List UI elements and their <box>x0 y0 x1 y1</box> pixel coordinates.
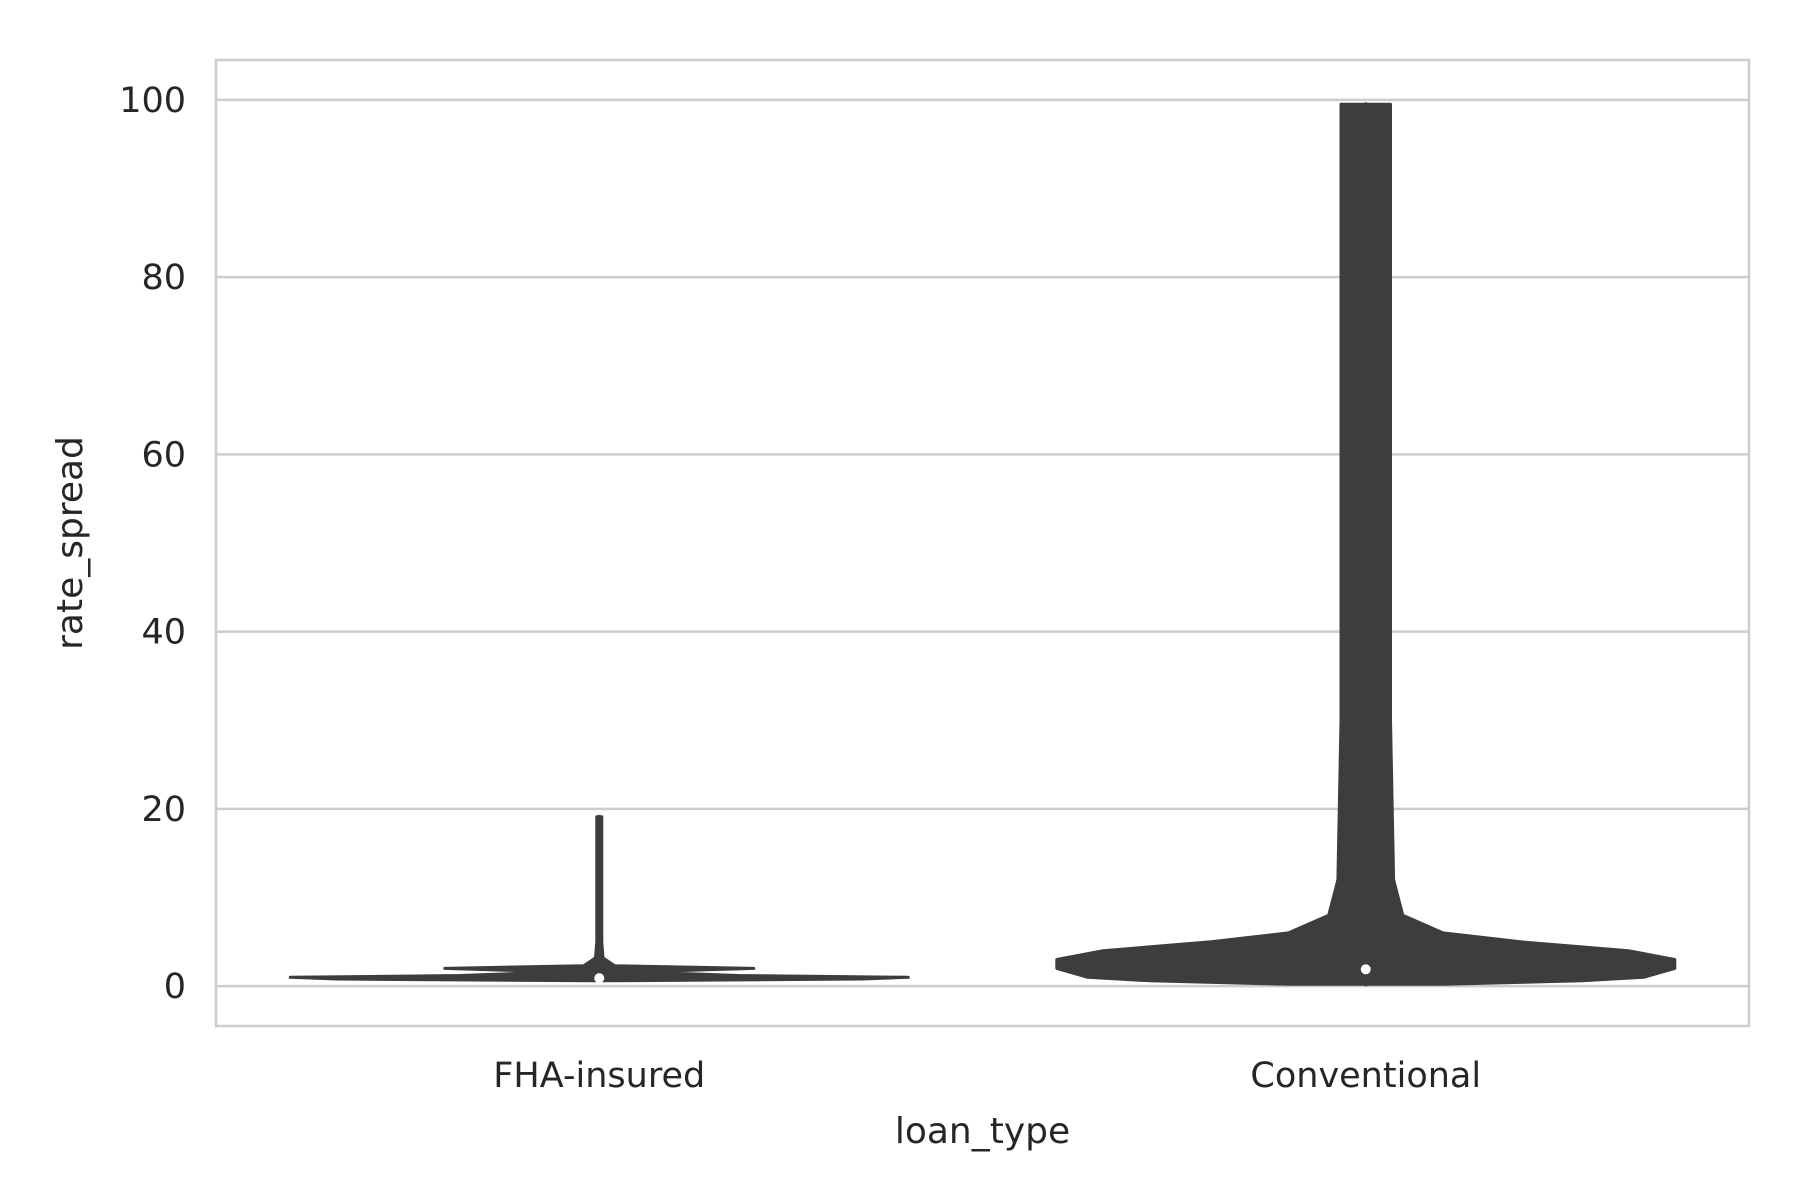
x-tick-labels: FHA-insured Conventional <box>493 1056 1481 1096</box>
y-tick-label: 20 <box>141 790 186 830</box>
y-tick-label: 0 <box>164 967 186 1007</box>
median-marker <box>594 973 605 984</box>
x-axis-label: loan_type <box>895 1111 1070 1152</box>
plot-frame <box>214 58 1751 1028</box>
median-marker <box>1360 964 1371 975</box>
y-tick-labels: 0 20 40 60 80 100 <box>119 81 186 1007</box>
x-tick-label: FHA-insured <box>493 1056 705 1096</box>
grid-lines <box>216 98 1749 988</box>
y-tick-label: 100 <box>119 81 186 121</box>
y-tick-label: 40 <box>141 613 186 653</box>
y-tick-label: 60 <box>141 435 186 475</box>
x-tick-label: Conventional <box>1250 1056 1481 1096</box>
violin-conventional <box>1055 102 1677 987</box>
y-tick-label: 80 <box>141 258 186 298</box>
violins <box>288 102 1677 987</box>
y-axis-label: rate_spread <box>50 436 91 650</box>
violin-fha-insured <box>288 814 910 984</box>
